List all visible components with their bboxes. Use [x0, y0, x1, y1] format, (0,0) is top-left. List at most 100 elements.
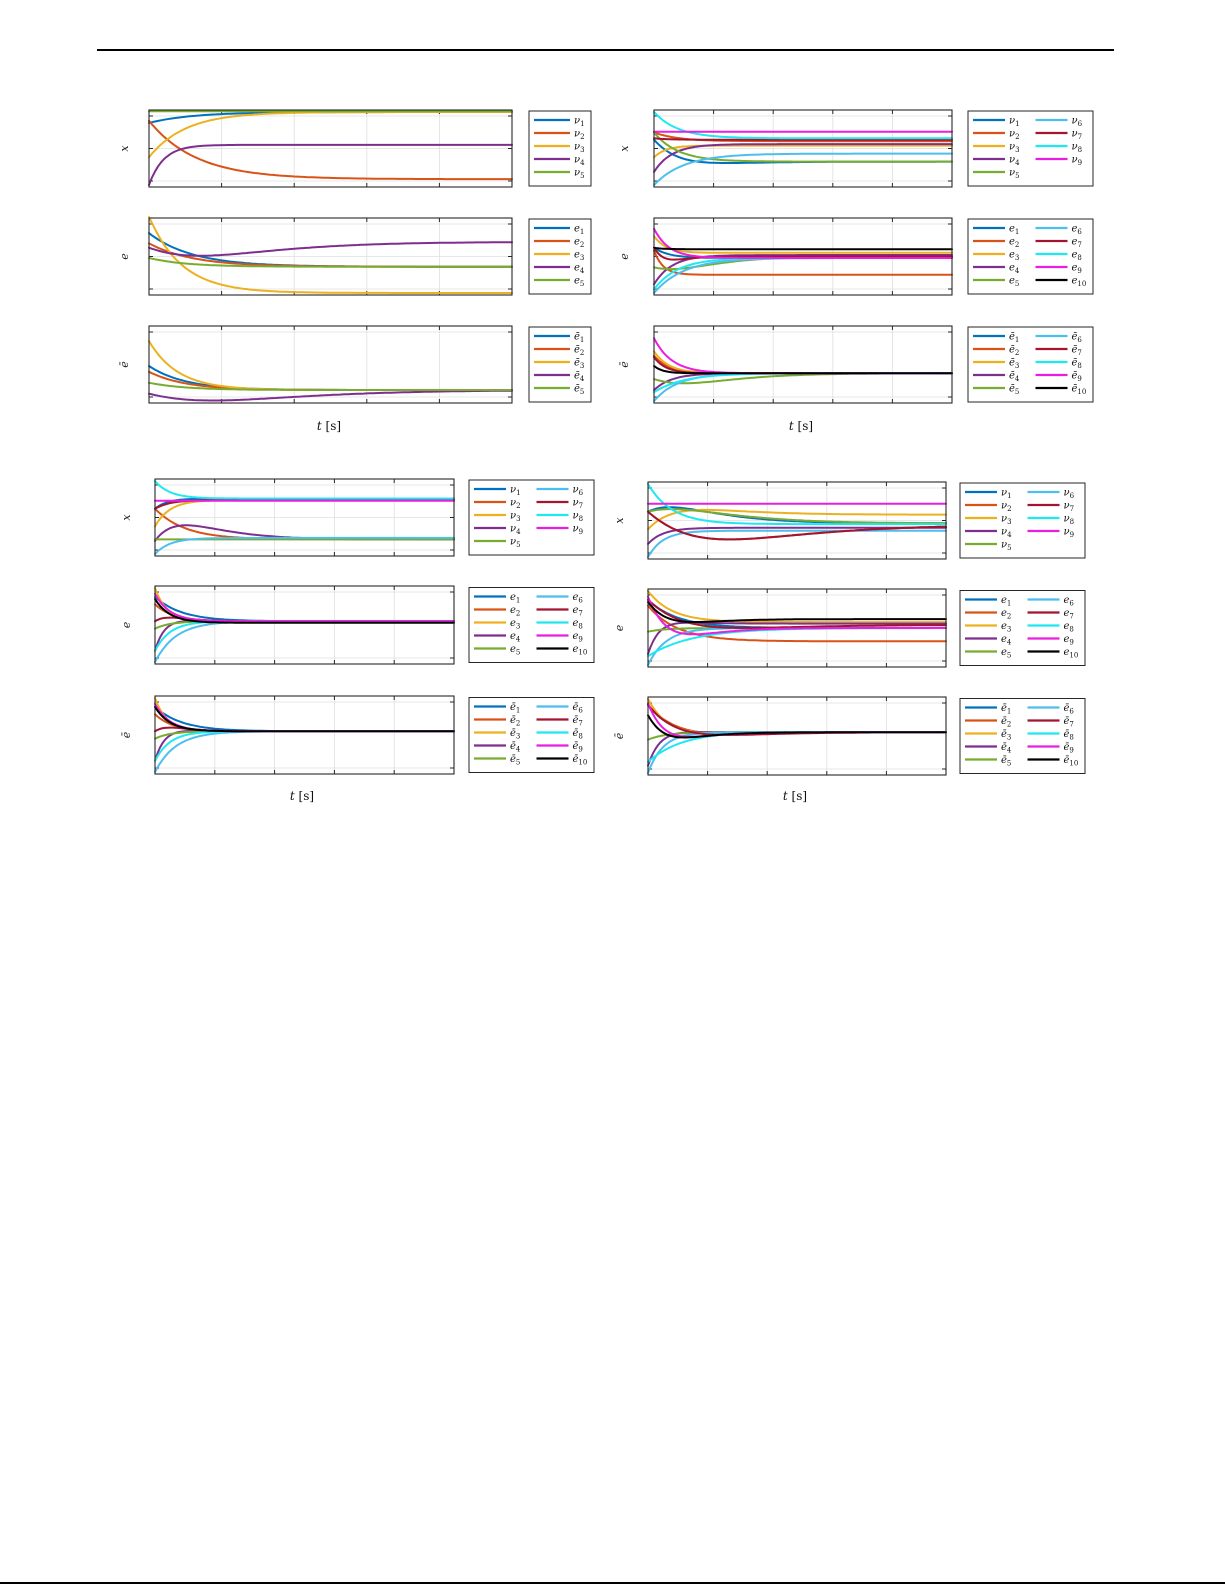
x-axis-label: t [s]	[290, 789, 314, 803]
legend-label: ē3	[574, 358, 584, 371]
legend-label: e3	[1001, 621, 1011, 634]
legend-label: e2	[510, 605, 520, 618]
legend-label: ν1	[510, 485, 521, 498]
legend-label: ν3	[1009, 142, 1020, 155]
series-e9	[653, 227, 953, 259]
legend-label: e1	[1009, 224, 1019, 237]
series-ē10	[154, 705, 455, 733]
legend-label: e2	[1001, 608, 1011, 621]
legend-label: e9	[1064, 634, 1074, 647]
legend-label: ν4	[1009, 155, 1020, 168]
legend-box	[967, 218, 1094, 295]
axes-frame	[154, 695, 455, 775]
legend-label: e1	[574, 224, 584, 237]
x-axis-label: t [s]	[317, 419, 341, 433]
legend-label: e4	[1009, 263, 1020, 276]
series-ν8	[647, 483, 947, 526]
y-axis-label: ē	[618, 361, 631, 368]
subplot-C-1: x ν1 ν6 ν2 ν7 ν3 ν8 ν4 ν9 ν5	[120, 478, 595, 557]
axes-frame	[647, 696, 947, 776]
series-ē5	[148, 381, 513, 391]
series-ν4	[653, 143, 953, 173]
series-e5	[148, 257, 513, 268]
subplot-B-2: e e1 e6 e2 e7 e3 e8 e4 e9 e5 e10	[618, 217, 1094, 296]
legend-label: e5	[574, 276, 584, 289]
legend-label: ν3	[1001, 514, 1012, 527]
legend-label: e1	[1001, 595, 1011, 608]
y-axis-label: e	[118, 253, 131, 260]
axes-frame	[154, 478, 455, 557]
y-axis-label: ē	[120, 731, 133, 738]
legend-label: ē7	[1072, 345, 1082, 358]
subplot-B-3: ē ē1 ē6 ē2 ē7 ē3 ē8 ē4 ē9 ē5 ē10	[618, 325, 1094, 404]
series-e4	[148, 241, 513, 257]
legend-label: ν7	[1072, 129, 1083, 142]
legend-label: ē8	[573, 728, 583, 741]
axes-frame	[148, 217, 513, 296]
series-ν8	[154, 480, 455, 500]
legend-label: e10	[1064, 647, 1079, 660]
legend: e1 e6 e2 e7 e3 e8 e4 e9 e5 e10	[967, 218, 1094, 295]
series-ν3	[154, 499, 455, 528]
legend-box	[959, 698, 1086, 774]
x-axis-label: t [s]	[783, 789, 807, 803]
legend-label: ē3	[510, 728, 520, 741]
legend-box	[468, 587, 595, 663]
series-ē6	[154, 730, 455, 773]
legend-box	[528, 326, 592, 403]
legend-label: ν2	[574, 129, 585, 142]
series-e3	[148, 216, 513, 294]
legend-label: ē2	[1001, 716, 1011, 729]
series-e1	[154, 595, 455, 623]
legend-label: ν3	[574, 142, 585, 155]
axes-frame	[148, 325, 513, 404]
series-ē6	[647, 731, 947, 774]
y-axis-label: ē	[613, 732, 626, 739]
legend-label: ν1	[1001, 488, 1012, 501]
legend-label: ν5	[1001, 540, 1012, 553]
legend-label: e10	[1072, 276, 1087, 289]
series-ν2	[154, 507, 455, 541]
series-e4	[653, 254, 953, 286]
legend-label: e6	[1064, 595, 1075, 608]
y-axis-label: x	[618, 145, 631, 152]
axes-frame	[647, 588, 947, 668]
axes-frame	[154, 585, 455, 665]
series-ν5	[647, 508, 947, 525]
series-ē9	[653, 337, 953, 375]
legend-label: ν6	[1072, 116, 1083, 129]
legend-label: ν2	[510, 498, 521, 511]
subplot-B-1: x ν1 ν6 ν2 ν7 ν3 ν8 ν4 ν9 ν5	[618, 109, 1094, 188]
legend-label: ν5	[510, 537, 521, 550]
legend-label: e10	[573, 644, 588, 657]
legend-label: e8	[573, 618, 583, 631]
legend-label: ν9	[1072, 155, 1083, 168]
legend-label: e6	[573, 592, 584, 605]
legend-label: e3	[574, 250, 584, 263]
legend: ē1 ē6 ē2 ē7 ē3 ē8 ē4 ē9 ē5 ē10	[468, 697, 595, 773]
legend-box	[967, 110, 1094, 187]
series-e9	[647, 595, 947, 636]
series-ē4	[148, 389, 513, 402]
legend-label: ē1	[574, 332, 584, 345]
legend-label: ν7	[573, 498, 584, 511]
x-axis-label: t [s]	[789, 419, 813, 433]
subplot-C-2: e e1 e6 e2 e7 e3 e8 e4 e9 e5 e10	[120, 585, 595, 665]
legend-label: ē9	[1072, 371, 1082, 384]
legend-label: ē5	[1009, 384, 1019, 397]
legend-label: ν4	[510, 524, 521, 537]
series-ν4	[148, 143, 513, 186]
legend: e1 e6 e2 e7 e3 e8 e4 e9 e5 e10	[468, 587, 595, 663]
legend-label: e4	[510, 631, 521, 644]
axes-frame	[148, 109, 513, 188]
legend-box	[959, 590, 1086, 666]
legend-label: ν7	[1064, 501, 1075, 514]
series-ē2	[647, 703, 947, 736]
